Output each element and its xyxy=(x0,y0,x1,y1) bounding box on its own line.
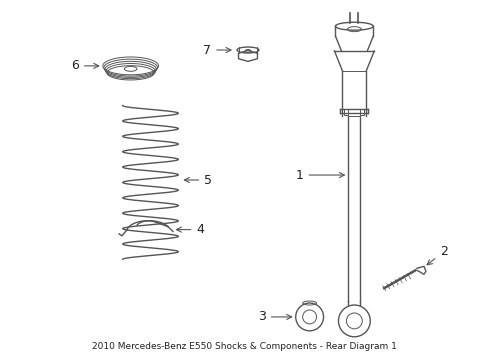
Text: 2: 2 xyxy=(426,245,447,265)
Text: 4: 4 xyxy=(176,223,204,236)
Text: 3: 3 xyxy=(258,310,291,323)
Text: 1: 1 xyxy=(295,168,344,181)
Text: 6: 6 xyxy=(71,59,99,72)
Text: 2010 Mercedes-Benz E550 Shocks & Components - Rear Diagram 1: 2010 Mercedes-Benz E550 Shocks & Compone… xyxy=(91,342,396,351)
Text: 7: 7 xyxy=(203,44,230,57)
Text: 5: 5 xyxy=(184,174,212,186)
Polygon shape xyxy=(416,266,425,274)
Ellipse shape xyxy=(124,66,137,71)
